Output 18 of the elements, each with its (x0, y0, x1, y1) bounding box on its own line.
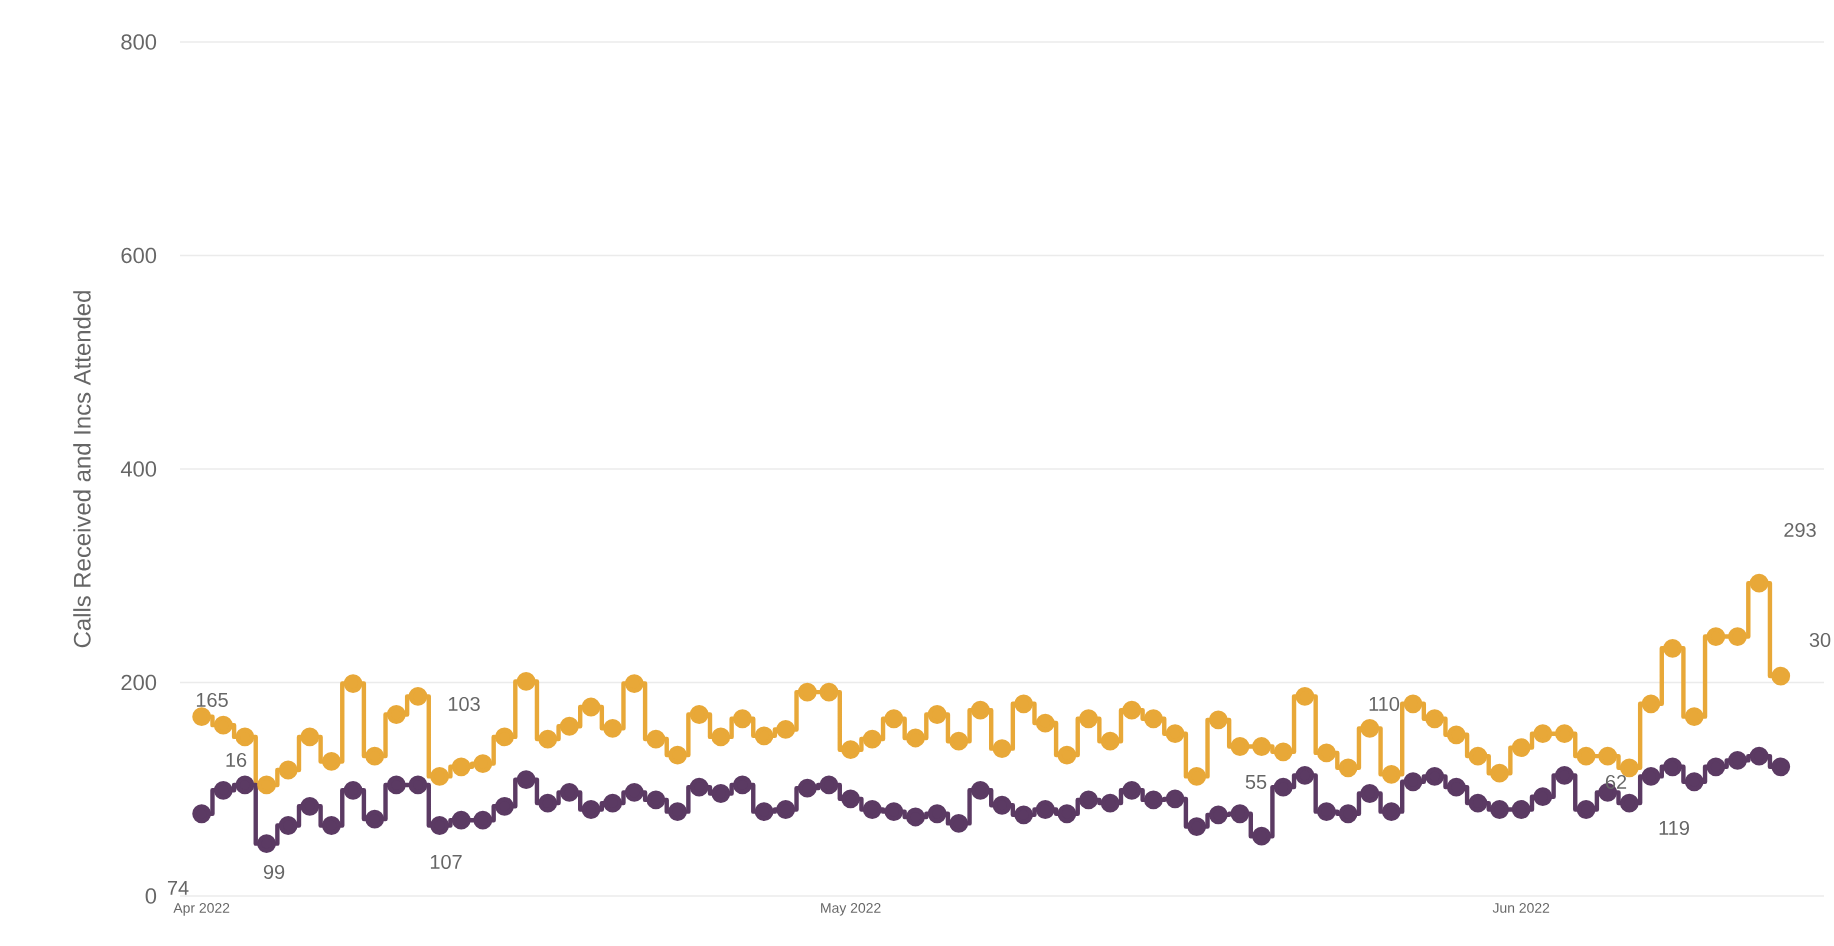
annotation: 16 (226, 752, 247, 768)
annotation: 30 (1809, 632, 1831, 648)
y-axis-title: Calls Received and Incs Attended (73, 291, 91, 648)
y-tick-label: 400 (120, 461, 157, 477)
annotation: 107 (430, 854, 462, 870)
annotation: 103 (448, 696, 480, 712)
y-tick-label: 200 (121, 674, 157, 691)
annotation: 110 (1369, 696, 1400, 712)
annotation: 99 (263, 864, 285, 880)
annotation: 74 (167, 881, 189, 895)
annotation: 55 (1245, 775, 1267, 789)
annotation: 165 (196, 692, 228, 708)
annotation: 293 (1784, 522, 1816, 538)
annotation: 62 (1605, 774, 1627, 790)
annotation: 119 (1659, 820, 1689, 836)
y-tick-label: 0 (145, 888, 157, 904)
y-tick-label: 600 (121, 247, 157, 264)
y-tick-label: 800 (121, 34, 157, 50)
